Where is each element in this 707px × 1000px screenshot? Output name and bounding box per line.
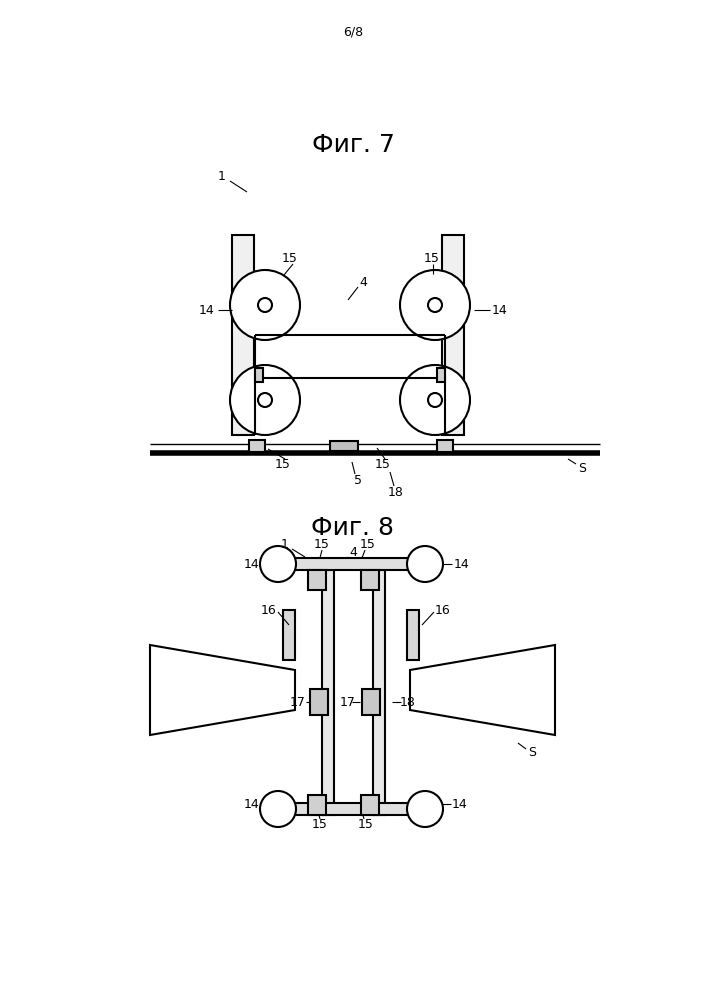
Circle shape [428,298,442,312]
Bar [232,235,254,435]
Text: 15: 15 [360,538,376,550]
Text: 18: 18 [388,486,404,498]
Polygon shape [150,645,295,735]
Circle shape [260,546,296,582]
Text: 5: 5 [354,474,362,487]
Text: 15: 15 [424,251,440,264]
Bar [295,558,410,570]
Text: 1: 1 [281,538,289,552]
Text: 17: 17 [340,696,356,708]
Text: 15: 15 [314,538,330,550]
Text: 14: 14 [454,558,470,570]
Text: 14: 14 [492,304,508,316]
Bar [308,795,326,815]
Text: 1: 1 [218,170,226,184]
Bar [407,610,419,660]
Bar [373,570,385,815]
Text: 18: 18 [400,696,416,708]
Bar [437,440,453,452]
Text: 14: 14 [244,558,260,570]
Text: 4: 4 [349,546,357,558]
Circle shape [407,791,443,827]
Bar [330,441,358,451]
Bar [437,368,445,382]
Circle shape [258,393,272,407]
Bar [361,795,379,815]
Circle shape [230,270,300,340]
Circle shape [400,270,470,340]
Text: 15: 15 [312,818,328,832]
Circle shape [260,791,296,827]
Bar [308,570,326,590]
Circle shape [258,298,272,312]
Text: 14: 14 [244,798,260,810]
Text: 16: 16 [261,603,277,616]
Bar [255,368,263,382]
Text: 14: 14 [199,304,215,316]
Text: 6/8: 6/8 [343,25,363,38]
Text: 15: 15 [275,458,291,472]
Text: 15: 15 [282,251,298,264]
Text: S: S [528,746,536,758]
Bar [322,570,334,815]
Bar [283,610,295,660]
Circle shape [230,365,300,435]
Bar [310,689,328,715]
Text: Фиг. 8: Фиг. 8 [312,516,395,540]
Bar [362,689,380,715]
Bar [361,570,379,590]
Circle shape [407,546,443,582]
Text: 14: 14 [452,798,468,810]
Bar [249,440,265,452]
Text: 16: 16 [435,603,451,616]
Text: S: S [578,462,586,475]
Text: Фиг. 7: Фиг. 7 [312,133,395,157]
Circle shape [400,365,470,435]
Text: 15: 15 [358,818,374,832]
Text: 17: 17 [290,696,306,708]
Text: 4: 4 [359,275,367,288]
Text: 15: 15 [375,458,391,472]
Bar [295,803,410,815]
Bar [442,235,464,435]
Circle shape [428,393,442,407]
Polygon shape [410,645,555,735]
